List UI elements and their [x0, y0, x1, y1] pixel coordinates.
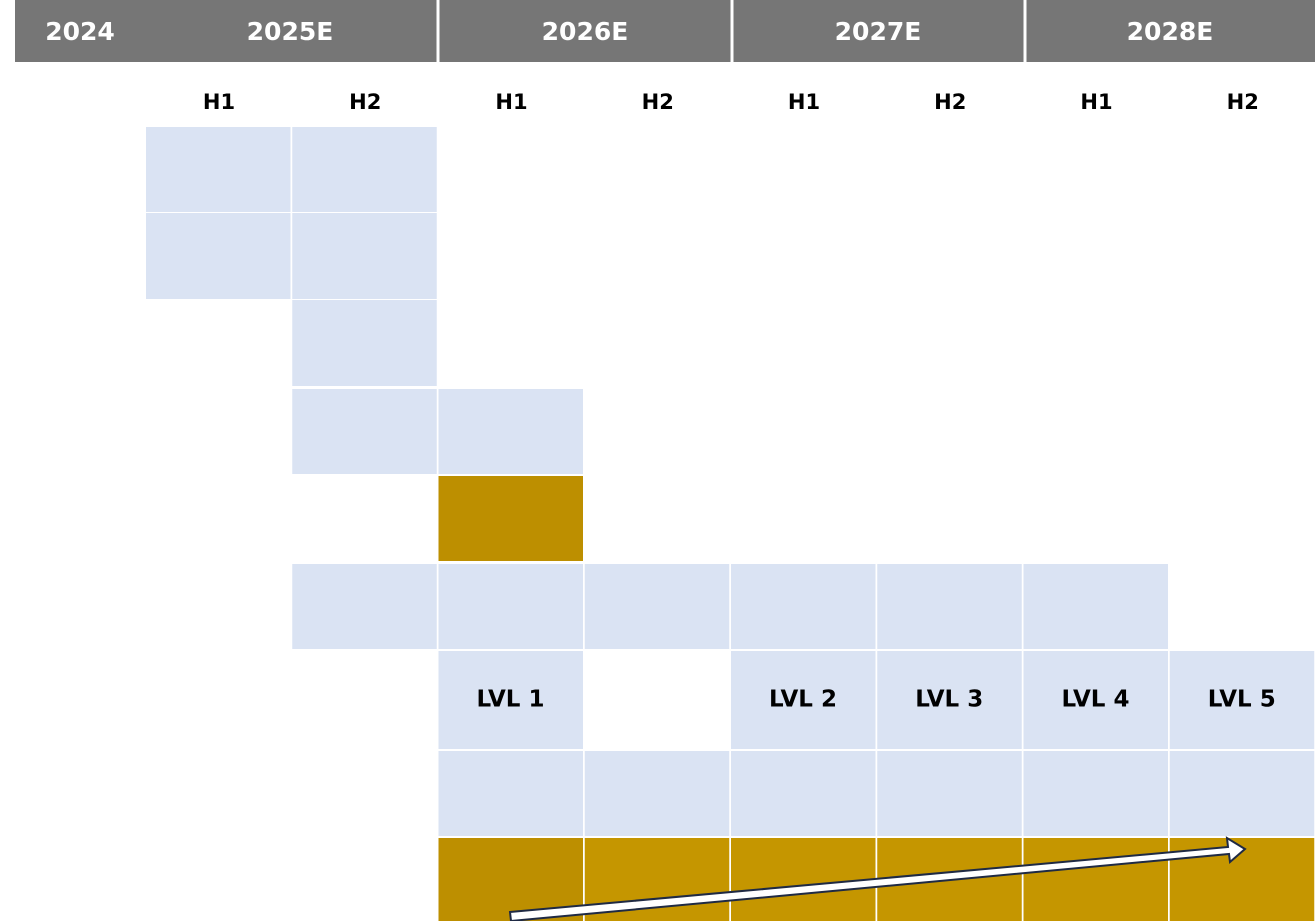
arrow-shape — [508, 836, 1247, 921]
half-label: H2 — [934, 90, 966, 114]
cell — [1023, 751, 1168, 836]
cell — [292, 300, 437, 386]
cell — [1169, 651, 1315, 749]
year-label: 2025E — [247, 17, 334, 46]
cell — [877, 564, 1022, 649]
cell — [146, 213, 291, 299]
cell — [877, 751, 1022, 836]
cell — [146, 127, 291, 212]
level-label: LVL 2 — [769, 687, 837, 713]
cell — [1023, 651, 1168, 749]
cell — [438, 389, 583, 474]
header-bar — [15, 0, 1315, 62]
cell — [731, 564, 876, 649]
cell — [292, 213, 437, 299]
year-label: 2026E — [542, 17, 629, 46]
arrow — [508, 836, 1247, 921]
cell — [584, 564, 730, 649]
half-label: H1 — [1080, 90, 1112, 114]
cell — [584, 751, 730, 836]
half-label: H1 — [203, 90, 235, 114]
cell — [438, 651, 583, 749]
half-label: H1 — [495, 90, 527, 114]
cell — [292, 389, 437, 474]
cell — [438, 476, 583, 561]
half-label: H2 — [349, 90, 381, 114]
year-label: 2027E — [835, 17, 922, 46]
half-label: H1 — [788, 90, 820, 114]
cell — [292, 127, 437, 212]
cell — [731, 651, 876, 749]
year-label: 2028E — [1127, 17, 1214, 46]
cell — [877, 651, 1022, 749]
cell — [1169, 751, 1315, 836]
cell — [731, 838, 876, 921]
level-label: LVL 4 — [1062, 687, 1130, 713]
level-label: LVL 5 — [1208, 687, 1276, 713]
year-label: 2024 — [45, 17, 115, 46]
cell — [438, 751, 583, 836]
level-label: LVL 3 — [915, 687, 983, 713]
cell — [1023, 838, 1168, 921]
cells: LVL 1 LVL 2 LVL 3 LVL 4 LVL 5 — [146, 127, 1315, 921]
half-label: H2 — [642, 90, 674, 114]
half-label: H2 — [1227, 90, 1259, 114]
cell — [731, 751, 876, 836]
cell — [438, 564, 583, 649]
level-label: LVL 1 — [477, 687, 545, 713]
cell — [1023, 564, 1168, 649]
cell — [292, 564, 437, 649]
